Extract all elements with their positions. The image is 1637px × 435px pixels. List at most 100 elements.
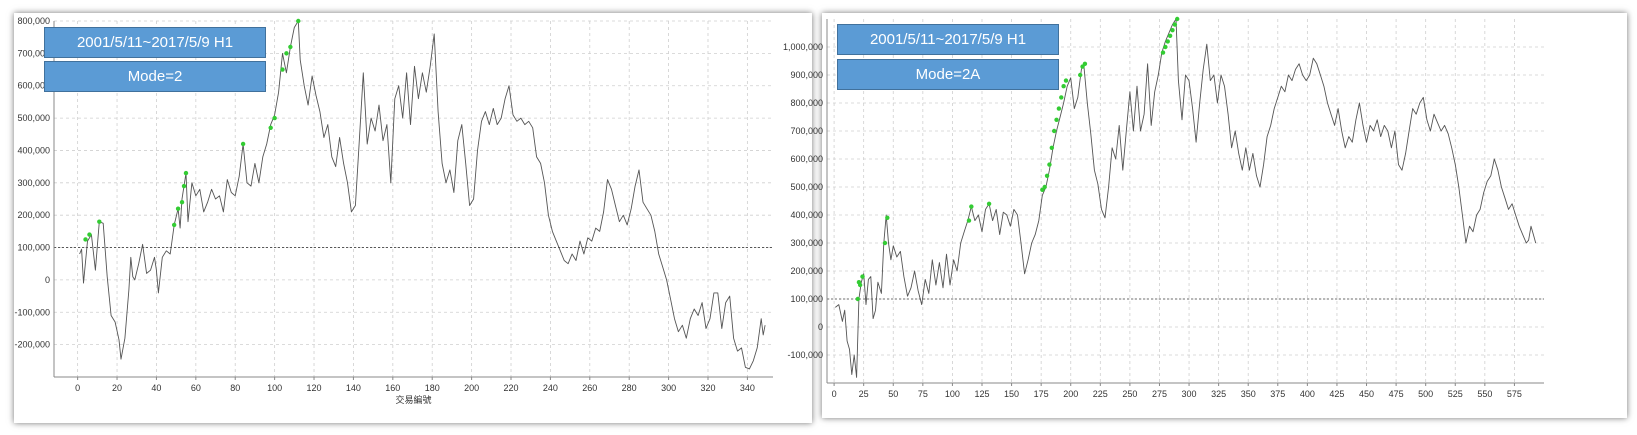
- highlight-point: [1063, 78, 1069, 83]
- x-tick-label: 450: [1359, 389, 1374, 399]
- x-tick-label: 425: [1329, 389, 1344, 399]
- x-tick-label: 300: [661, 383, 676, 393]
- x-tick-label: 260: [582, 383, 597, 393]
- x-tick-label: 275: [1152, 389, 1167, 399]
- y-tick-label: -100,000: [14, 307, 50, 317]
- x-tick-label: 550: [1477, 389, 1492, 399]
- x-tick-label: 400: [1300, 389, 1315, 399]
- x-tick-label: 525: [1448, 389, 1463, 399]
- highlight-point: [272, 115, 277, 121]
- y-tick-label: 800,000: [790, 98, 823, 108]
- highlight-point: [966, 218, 972, 223]
- highlight-point: [83, 237, 88, 242]
- x-tick-label: 240: [543, 383, 558, 393]
- highlight-point: [183, 170, 189, 176]
- highlight-point: [268, 125, 273, 130]
- x-tick-label: 225: [1093, 389, 1108, 399]
- highlight-point: [882, 240, 888, 246]
- highlight-point: [171, 222, 177, 228]
- highlight-point: [1170, 28, 1175, 33]
- y-tick-label: 400,000: [790, 210, 823, 220]
- x-tick-label: 40: [151, 383, 161, 393]
- x-tick-label: 100: [945, 389, 960, 399]
- y-tick-label: -100,000: [787, 350, 823, 360]
- highlight-point: [1163, 44, 1168, 50]
- x-tick-label: 325: [1211, 389, 1226, 399]
- highlight-point: [1059, 95, 1064, 100]
- y-tick-label: 200,000: [17, 210, 50, 220]
- highlight-point: [986, 201, 992, 206]
- x-tick-label: 500: [1418, 389, 1433, 399]
- highlight-point: [87, 232, 92, 237]
- x-tick-label: 160: [385, 383, 400, 393]
- x-tick-label: 25: [859, 389, 869, 399]
- right-period-label: 2001/5/11~2017/5/9 H1: [837, 24, 1059, 55]
- highlight-point: [1061, 84, 1066, 89]
- x-tick-label: 125: [974, 389, 989, 399]
- highlight-point: [284, 51, 289, 56]
- x-tick-label: 350: [1241, 389, 1256, 399]
- x-tick-label: 0: [75, 383, 80, 393]
- x-tick-label: 375: [1270, 389, 1285, 399]
- x-tick-label: 200: [464, 383, 479, 393]
- x-tick-label: 220: [503, 383, 518, 393]
- y-tick-label: 300,000: [17, 178, 50, 188]
- highlight-point: [969, 204, 974, 209]
- y-tick-label: 900,000: [790, 70, 823, 80]
- x-tick-label: 280: [622, 383, 637, 393]
- y-tick-label: 0: [45, 275, 50, 285]
- left-mode-label: Mode=2: [44, 61, 266, 92]
- x-tick-label: 175: [1034, 389, 1049, 399]
- highlight-point: [1054, 117, 1059, 123]
- y-tick-label: 600,000: [790, 154, 823, 164]
- highlight-point: [1044, 173, 1050, 178]
- x-tick-label: 340: [740, 383, 755, 393]
- x-tick-label: 250: [1122, 389, 1137, 399]
- highlight-point: [280, 67, 285, 72]
- highlight-point: [1175, 16, 1180, 22]
- y-tick-label: 0: [818, 322, 823, 332]
- highlight-point: [240, 141, 246, 147]
- y-tick-label: 100,000: [790, 294, 823, 304]
- highlight-point: [288, 44, 293, 50]
- x-tick-label: 20: [112, 383, 122, 393]
- y-tick-label: 800,000: [17, 16, 50, 26]
- x-tick-label: 140: [346, 383, 361, 393]
- highlight-point: [857, 282, 863, 288]
- x-tick-label: 60: [191, 383, 201, 393]
- highlight-point: [175, 206, 181, 211]
- highlight-point: [1165, 39, 1170, 44]
- x-tick-label: 100: [267, 383, 282, 393]
- x-tick-label: 200: [1063, 389, 1078, 399]
- y-tick-label: -200,000: [14, 340, 50, 350]
- x-tick-label: 575: [1507, 389, 1522, 399]
- highlight-point: [860, 274, 865, 279]
- x-tick-label: 0: [832, 389, 837, 399]
- x-tick-label: 120: [307, 383, 322, 393]
- highlight-point: [885, 215, 890, 220]
- highlight-point: [1051, 128, 1057, 134]
- left-chart-svg: 0 20 40 60 80 100 120 140 160 180 200 220 240 260 280 3…: [14, 16, 773, 405]
- y-tick-label: 600,000: [17, 81, 50, 91]
- highlight-point: [97, 219, 102, 224]
- chart-0: 0 20 40 60 80 100 120 140 160 180 200 220 240 260 280 3…: [14, 16, 773, 405]
- highlight-point: [181, 183, 187, 189]
- y-tick-label: 200,000: [790, 266, 823, 276]
- highlight-point: [1056, 106, 1062, 111]
- x-tick-label: 300: [1182, 389, 1197, 399]
- x-tick-label: 180: [425, 383, 440, 393]
- x-axis-title: 交易編號: [395, 394, 431, 405]
- left-period-label: 2001/5/11~2017/5/9 H1: [44, 27, 266, 58]
- highlight-point: [1047, 162, 1052, 167]
- highlight-point: [1042, 184, 1047, 190]
- highlight-point: [179, 200, 185, 205]
- highlight-point: [1049, 145, 1055, 150]
- y-tick-label: 400,000: [17, 145, 50, 155]
- series-line: [79, 20, 766, 370]
- x-tick-label: 50: [888, 389, 898, 399]
- highlight-point: [1172, 22, 1178, 27]
- y-tick-label: 1,000,000: [783, 42, 823, 52]
- x-tick-label: 320: [700, 383, 715, 393]
- y-tick-label: 500,000: [17, 113, 50, 123]
- right-mode-label: Mode=2A: [837, 59, 1059, 90]
